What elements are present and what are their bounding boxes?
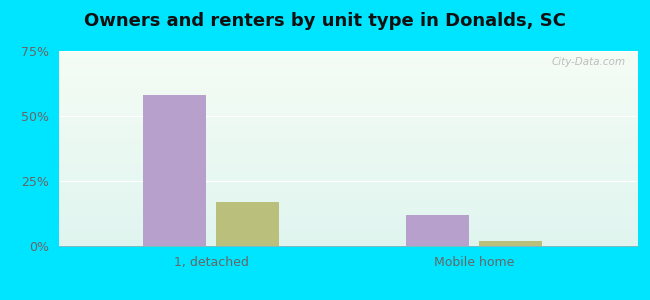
Text: Owners and renters by unit type in Donalds, SC: Owners and renters by unit type in Donal… xyxy=(84,12,566,30)
Bar xyxy=(406,215,469,246)
Bar xyxy=(216,202,280,246)
Bar xyxy=(142,95,206,246)
Text: City-Data.com: City-Data.com xyxy=(551,57,625,67)
Bar xyxy=(479,241,542,246)
